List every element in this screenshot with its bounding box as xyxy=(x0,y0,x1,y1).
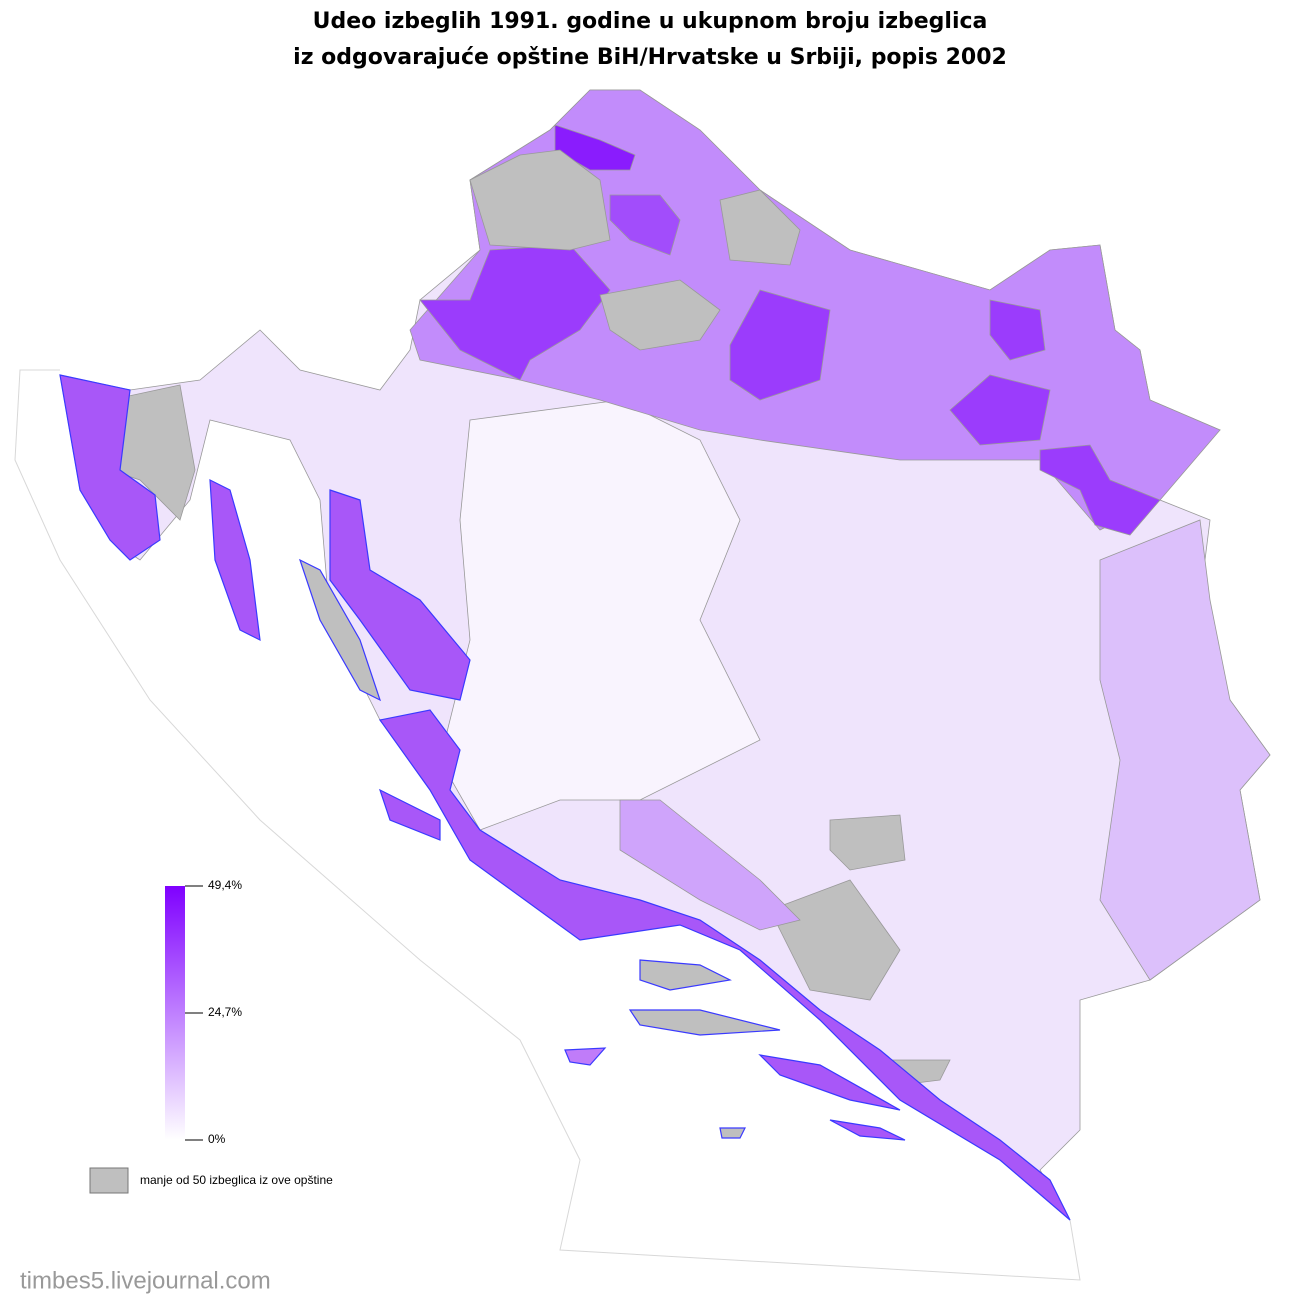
region-missing xyxy=(599,279,721,351)
island xyxy=(378,788,441,841)
region-coast xyxy=(378,709,1071,1221)
island xyxy=(209,478,261,642)
missing-swatch xyxy=(89,1167,129,1194)
region-coast xyxy=(619,799,801,931)
watermark: timbes5.livejournal.com xyxy=(20,1267,271,1294)
region-missing xyxy=(719,189,801,266)
island xyxy=(298,558,382,702)
island xyxy=(719,1127,746,1139)
region-high xyxy=(989,299,1046,361)
legend-tick-label: 24,7% xyxy=(208,1005,242,1019)
legend: manje od 50 izbeglica iz ove opštine xyxy=(89,886,333,1194)
island xyxy=(628,1009,781,1036)
title-line: Udeo izbeglih 1991. godine u ukupnom bro… xyxy=(313,9,988,34)
island xyxy=(564,1047,607,1066)
missing-label: manje od 50 izbeglica iz ove opštine xyxy=(140,1173,333,1187)
region-high xyxy=(419,244,611,381)
region-missing xyxy=(469,149,611,251)
legend-tick-label: 49,4% xyxy=(208,878,242,892)
region-high xyxy=(554,124,636,171)
map xyxy=(14,89,1271,1281)
region-missing xyxy=(829,814,906,871)
island xyxy=(758,1054,901,1111)
color-scale xyxy=(165,886,185,1140)
region-high xyxy=(949,374,1051,446)
region-mid xyxy=(1099,519,1271,981)
region-high xyxy=(609,194,681,256)
region-missing xyxy=(769,879,901,1001)
region-coast xyxy=(329,489,471,701)
sea-outline xyxy=(14,369,1081,1281)
title-line: iz odgovarajuće opštine BiH/Hrvatske u S… xyxy=(293,45,1007,70)
region-high xyxy=(1039,444,1161,536)
legend-tick-label: 0% xyxy=(208,1132,226,1146)
region-coast xyxy=(59,374,161,561)
island xyxy=(639,959,732,991)
island xyxy=(829,1119,906,1141)
region-high xyxy=(729,289,831,401)
